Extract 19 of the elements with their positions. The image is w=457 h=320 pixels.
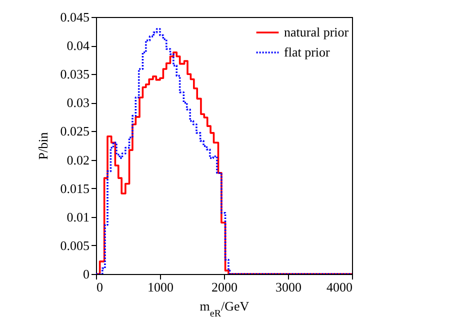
legend-label: flat prior [284, 44, 331, 60]
y-tick-label: 0.01 [66, 209, 90, 224]
x-tick-label: 0 [96, 280, 103, 294]
y-axis-title: P/bin [35, 132, 50, 160]
x-axis-title: m$_{eR}$/GeV [200, 298, 250, 319]
x-tick-label: 3000 [276, 280, 302, 294]
y-tick-label: 0.02 [66, 152, 90, 168]
y-tick-label: 0.035 [60, 66, 90, 82]
x-tick-label: 4000 [326, 280, 352, 294]
x-tick-label: 2000 [212, 280, 238, 294]
x-tick-label: 1000 [148, 280, 174, 294]
y-tick-label: 0 [83, 266, 90, 282]
y-tick-label: 0.015 [60, 180, 90, 196]
legend-label: natural prior [284, 24, 350, 40]
y-tick-label: 0.045 [60, 10, 90, 24]
y-tick-label: 0.025 [60, 124, 90, 139]
y-tick-label: 0.04 [66, 38, 90, 54]
y-tick-label: 0.005 [60, 238, 90, 253]
y-tick-label: 0.03 [66, 95, 90, 110]
